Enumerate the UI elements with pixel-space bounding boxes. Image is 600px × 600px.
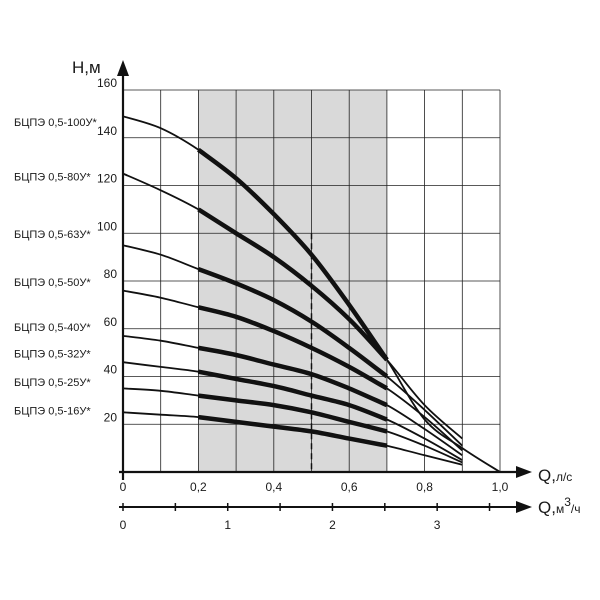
y-axis-title: H,м bbox=[72, 58, 101, 77]
y-tick-label: 60 bbox=[104, 315, 118, 329]
series-label-1: БЦПЭ 0,5-80У* bbox=[14, 172, 91, 184]
x-tick-label: 0,6 bbox=[341, 480, 358, 494]
x-tick-label: 0,4 bbox=[265, 480, 282, 494]
x-axis-title: Q,л/с bbox=[538, 466, 572, 485]
pump-curve-working-6 bbox=[198, 393, 388, 434]
y-tick-label: 140 bbox=[97, 124, 117, 138]
x-tick-label: 0,2 bbox=[190, 480, 207, 494]
y-tick-label: 20 bbox=[104, 410, 118, 424]
pump-curve-working-7 bbox=[198, 414, 388, 448]
y-tick-label: 120 bbox=[97, 172, 117, 186]
series-label-0: БЦПЭ 0,5-100У* bbox=[14, 117, 98, 129]
series-label-3: БЦПЭ 0,5-50У* bbox=[14, 277, 91, 289]
x-tick-label: 0 bbox=[120, 480, 127, 494]
series-label-6: БЦПЭ 0,5-25У* bbox=[14, 377, 91, 389]
y-tick-label: 80 bbox=[104, 267, 118, 281]
pump-curve-working-2 bbox=[197, 266, 389, 379]
x2-tick-label: 3 bbox=[434, 518, 441, 532]
chart-axes bbox=[117, 60, 532, 513]
y-axis-arrow bbox=[117, 60, 129, 76]
x2-tick-label: 2 bbox=[329, 518, 336, 532]
x-tick-label: 1,0 bbox=[492, 480, 509, 494]
x2-tick-label: 1 bbox=[224, 518, 231, 532]
x2-axis-title: Q,м3/ч bbox=[538, 495, 580, 517]
tick-labels: 0 0,2 0,4 0,6 0,8 1,0 20 40 60 80 100 120 140 160 0 1 2 3 bbox=[97, 76, 509, 532]
pump-curve-working-0 bbox=[197, 147, 389, 362]
pump-curve-working-3 bbox=[197, 305, 388, 391]
x2-axis-arrow bbox=[516, 501, 532, 513]
series-label-2: БЦПЭ 0,5-63У* bbox=[14, 229, 91, 241]
pump-curve-working-5 bbox=[197, 369, 388, 422]
y-tick-label: 100 bbox=[97, 219, 117, 233]
x2-tick-label: 0 bbox=[120, 518, 127, 532]
pump-curves bbox=[122, 115, 501, 473]
series-label-5: БЦПЭ 0,5-32У* bbox=[14, 348, 91, 360]
y-tick-label: 160 bbox=[97, 76, 117, 90]
x-axis-arrow bbox=[516, 466, 532, 478]
pump-curve-working-4 bbox=[198, 345, 388, 408]
series-label-7: БЦПЭ 0,5-16У* bbox=[14, 406, 91, 418]
x-tick-label: 0,8 bbox=[416, 480, 433, 494]
pump-curve-working-1 bbox=[197, 207, 389, 362]
series-labels: БЦПЭ 0,5-100У* БЦПЭ 0,5-80У* БЦПЭ 0,5-63У*… bbox=[14, 117, 98, 418]
y-tick-label: 40 bbox=[104, 363, 118, 377]
series-label-4: БЦПЭ 0,5-40У* bbox=[14, 322, 91, 334]
